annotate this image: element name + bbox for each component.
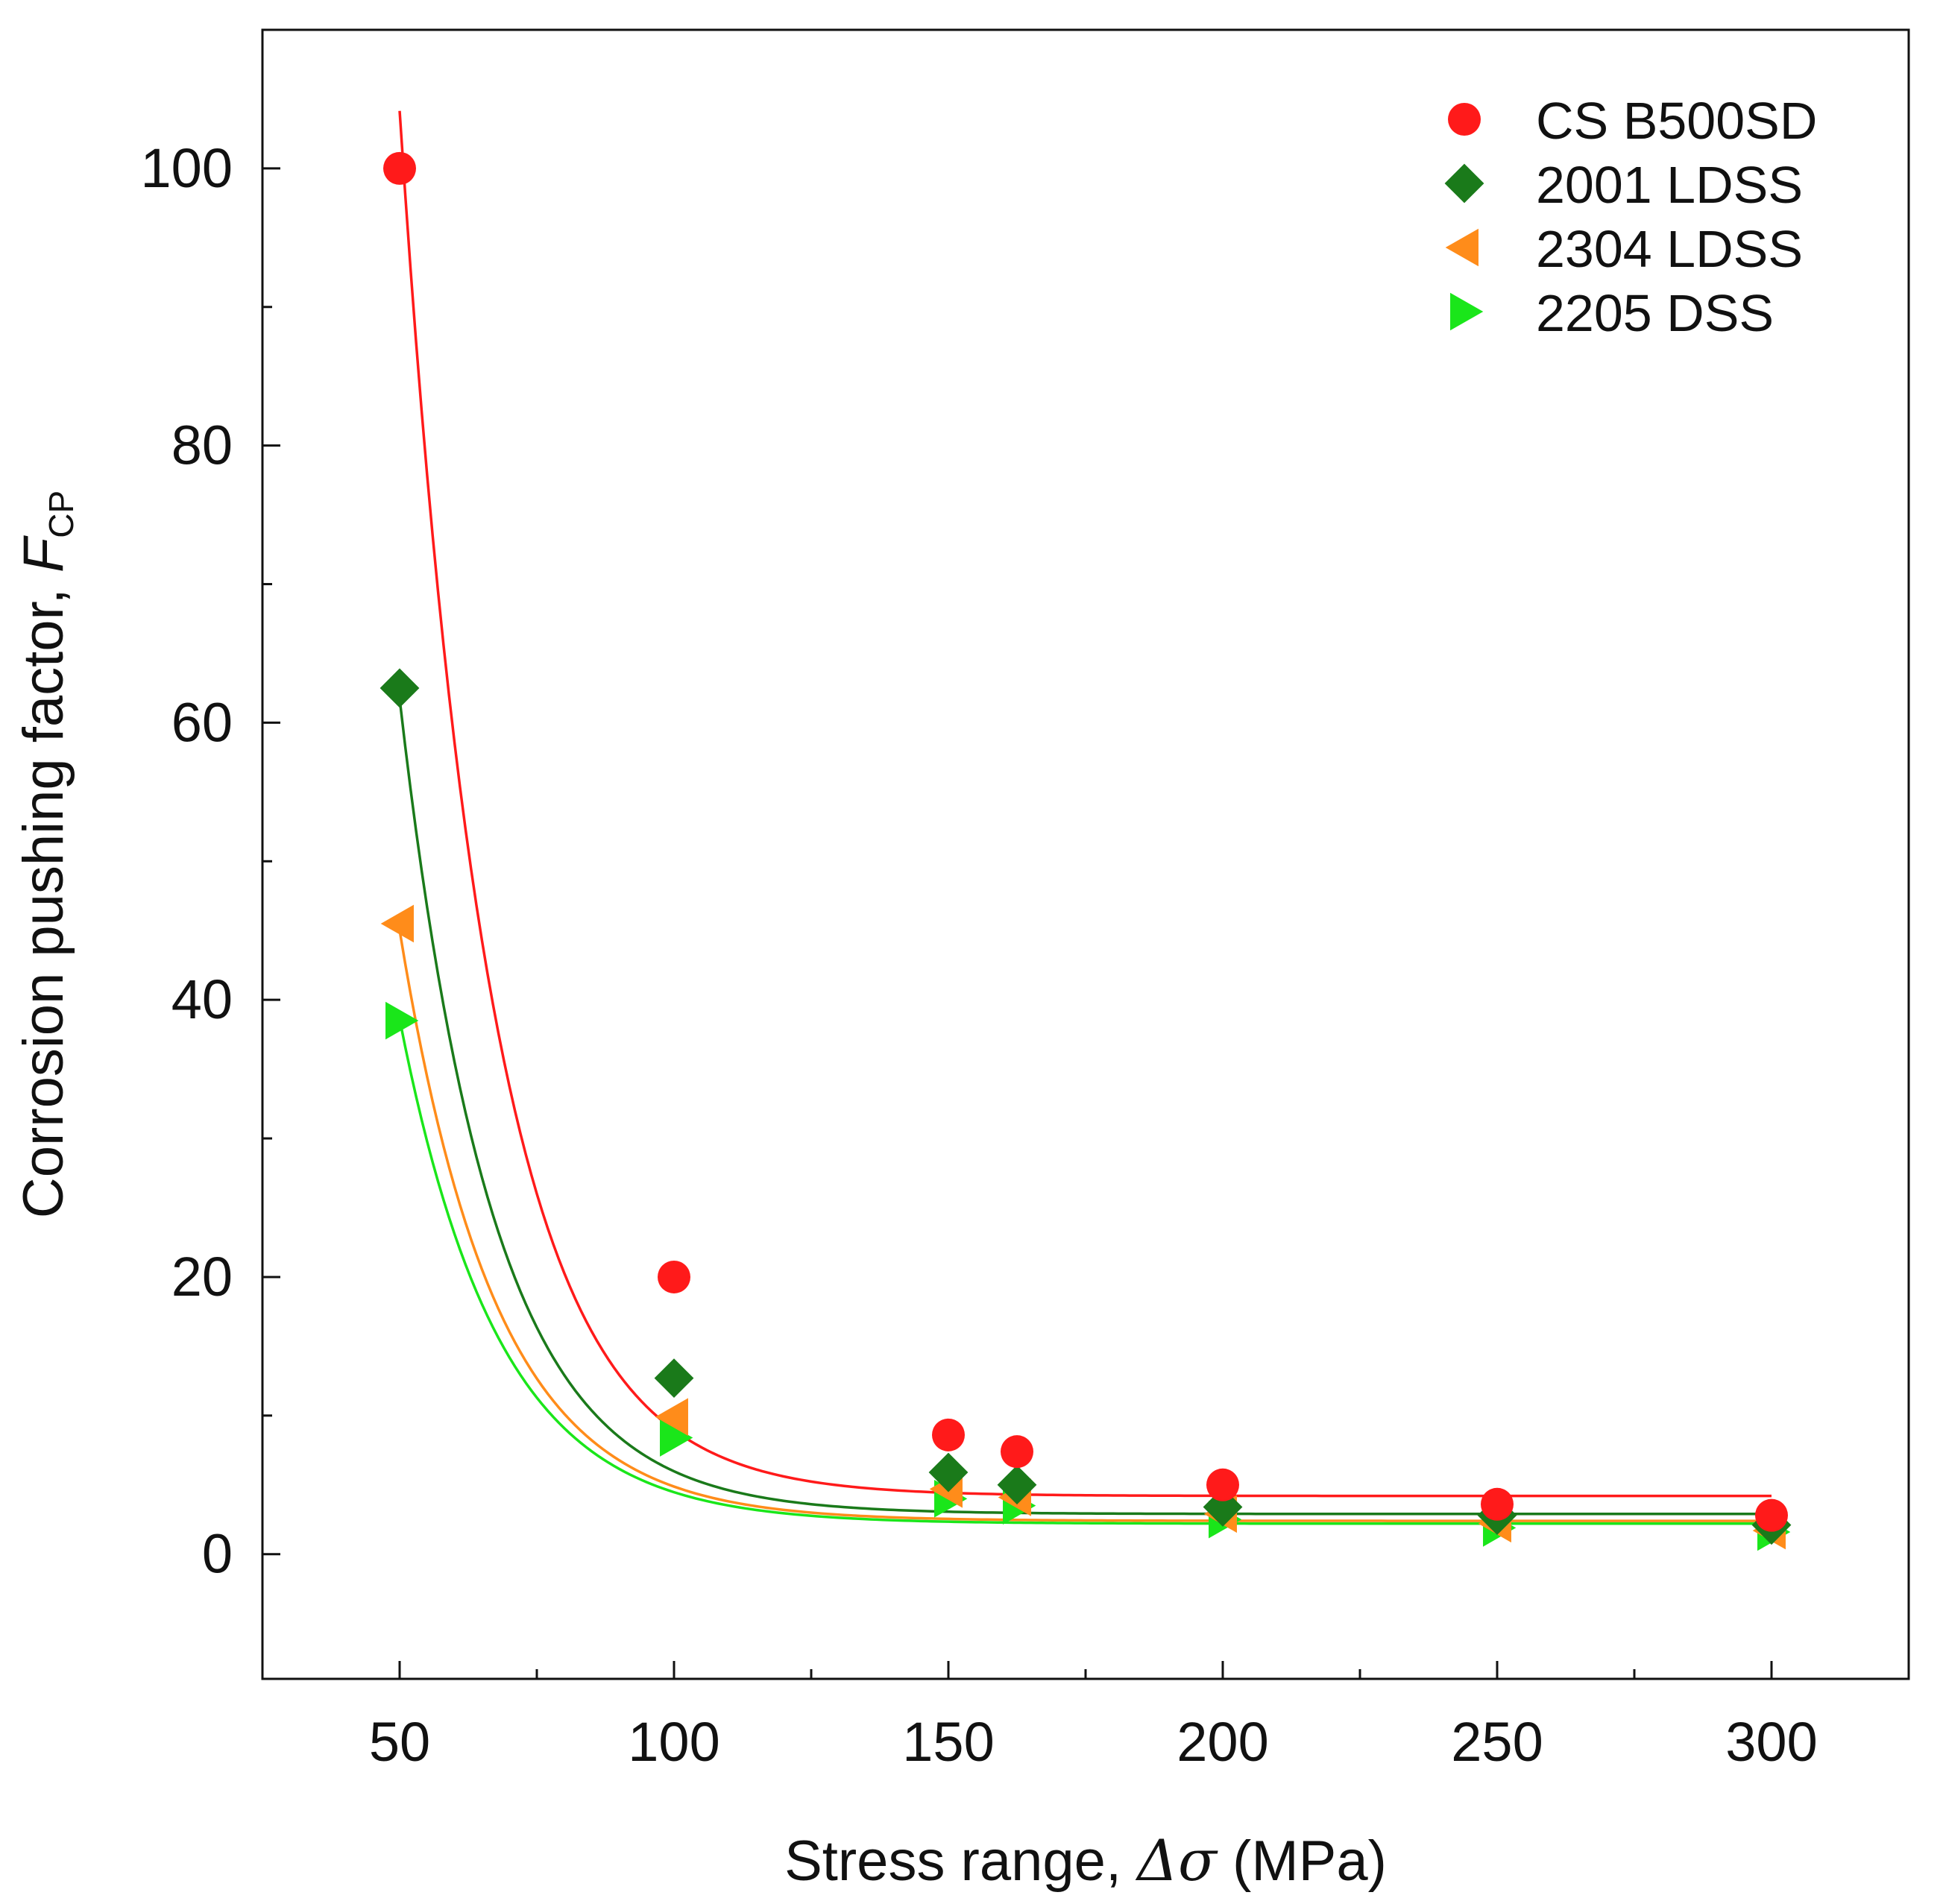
fit-curve-2001-ldss xyxy=(398,699,1772,1516)
fit-curve-2205-dss xyxy=(398,1018,1772,1525)
x-tick-label: 250 xyxy=(1451,1711,1543,1773)
data-point-cs-b500sd xyxy=(658,1260,690,1293)
legend-marker xyxy=(1448,103,1481,136)
x-tick-label: 100 xyxy=(628,1711,719,1773)
data-point-cs-b500sd xyxy=(932,1418,965,1451)
y-tick-label: 100 xyxy=(141,137,233,199)
data-point-2001-ldss xyxy=(928,1452,969,1492)
data-point-cs-b500sd xyxy=(1001,1435,1033,1469)
legend-marker xyxy=(1450,292,1484,331)
fit-curve-2304-ldss xyxy=(398,930,1772,1522)
data-point-cs-b500sd xyxy=(383,151,416,185)
legend-label: CS B500SD xyxy=(1536,92,1817,150)
x-tick-label: 150 xyxy=(902,1711,994,1773)
legend: CS B500SD 2001 LDSS 2304 LDSS 2205 DSS xyxy=(1444,92,1817,342)
legend-label: 2304 LDSS xyxy=(1536,220,1803,278)
data-point-2304-ldss xyxy=(655,1398,688,1436)
data-point-2001-ldss xyxy=(997,1465,1037,1505)
data-point-cs-b500sd xyxy=(1481,1487,1514,1521)
fit-curves xyxy=(398,110,1772,1525)
y-tick-label: 0 xyxy=(202,1523,233,1585)
data-markers xyxy=(380,151,1792,1551)
legend-marker xyxy=(1445,228,1478,267)
legend-marker xyxy=(1444,163,1484,204)
data-point-2205-dss xyxy=(385,1001,419,1040)
ticks: 50 100 150 200 250 300 0 20 40 60 80 100 xyxy=(141,137,1818,1773)
x-axis-title: Stress range, Δσ (MPa) xyxy=(784,1827,1387,1894)
data-point-2205-dss xyxy=(660,1419,693,1457)
data-point-2001-ldss xyxy=(654,1358,694,1399)
y-tick-label: 40 xyxy=(171,968,233,1030)
data-point-2001-ldss xyxy=(380,668,420,708)
data-point-cs-b500sd xyxy=(1755,1498,1788,1532)
data-point-cs-b500sd xyxy=(1206,1468,1239,1501)
y-tick-label: 20 xyxy=(171,1246,233,1308)
y-tick-label: 80 xyxy=(171,414,233,476)
x-tick-label: 200 xyxy=(1177,1711,1268,1773)
y-tick-label: 60 xyxy=(171,691,233,753)
x-tick-label: 50 xyxy=(369,1711,430,1773)
x-tick-label: 300 xyxy=(1725,1711,1817,1773)
y-axis-title: Corrosion pushing factor, FCP xyxy=(12,491,81,1218)
fit-curve-cs-b500sd xyxy=(398,110,1772,1498)
legend-label: 2205 DSS xyxy=(1536,284,1774,342)
data-point-2304-ldss xyxy=(380,904,414,943)
legend-label: 2001 LDSS xyxy=(1536,156,1803,214)
